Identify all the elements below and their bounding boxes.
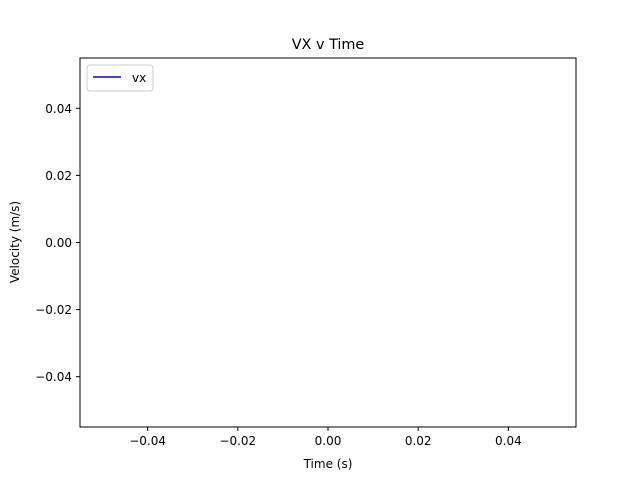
x-tick-label: 0.04 <box>495 434 522 448</box>
y-tick-label: 0.02 <box>45 169 72 183</box>
legend-box <box>86 64 154 92</box>
x-tick-label: 0.02 <box>405 434 432 448</box>
y-axis-label: Velocity (m/s) <box>8 201 22 283</box>
chart-title: VX v Time <box>292 37 365 53</box>
legend: vx <box>86 64 154 92</box>
y-tick-label: −0.04 <box>35 370 72 384</box>
y-tick-label: −0.02 <box>35 303 72 317</box>
y-tick-label: 0.00 <box>45 236 72 250</box>
y-tick-label: 0.04 <box>45 102 72 116</box>
x-tick-label: −0.04 <box>129 434 166 448</box>
x-axis-label: Time (s) <box>303 457 353 471</box>
legend-label-vx: vx <box>132 71 146 85</box>
x-tick-label: 0.00 <box>315 434 342 448</box>
plot-area: −0.04 −0.02 0.00 0.02 0.04 0.04 0.02 0.00 −0.02 −… <box>35 57 577 448</box>
x-tick-label: −0.02 <box>219 434 256 448</box>
